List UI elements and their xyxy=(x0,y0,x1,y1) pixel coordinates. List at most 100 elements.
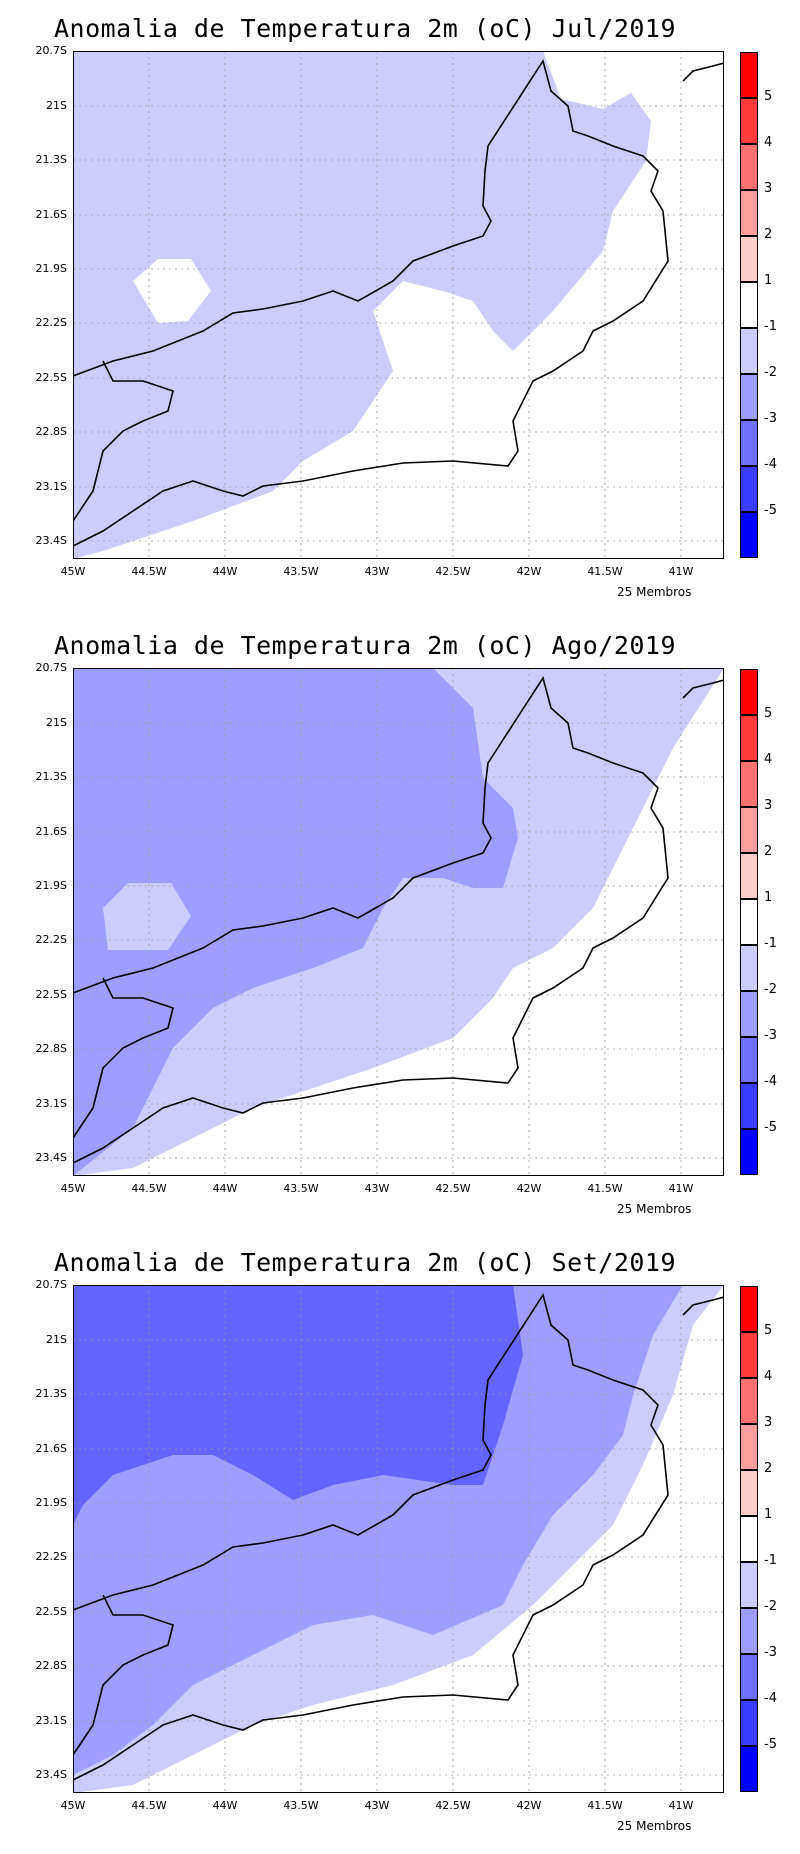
colorbar-segment xyxy=(740,1608,758,1654)
map-svg xyxy=(73,51,724,559)
y-axis-label: 21.6S xyxy=(35,825,67,838)
colorbar-segment xyxy=(740,190,758,236)
colorbar-segment xyxy=(740,282,758,328)
y-axis-label: 20.7S xyxy=(35,44,67,57)
x-axis-label: 41W xyxy=(668,1799,694,1812)
y-axis-label: 21.9S xyxy=(35,1496,67,1509)
x-axis-label: 41W xyxy=(668,565,694,578)
y-axis-label: 22.2S xyxy=(35,1550,67,1563)
colorbar-segment xyxy=(740,1746,758,1792)
y-axis-label: 21.6S xyxy=(35,1442,67,1455)
map-frame xyxy=(73,668,724,1176)
colorbar-segment xyxy=(740,144,758,190)
colorbar-label: 2 xyxy=(764,844,773,859)
x-axis-label: 44.5W xyxy=(131,565,167,578)
colorbar-label: -1 xyxy=(764,936,777,951)
colorbar-segment xyxy=(740,669,758,715)
panel-title: Anomalia de Temperatura 2m (oC) Jul/2019 xyxy=(53,14,677,43)
x-axis-label: 41.5W xyxy=(587,565,623,578)
colorbar-segment xyxy=(740,1700,758,1746)
colorbar-label: -3 xyxy=(764,411,777,426)
colorbar-segment xyxy=(740,761,758,807)
map-area xyxy=(73,668,724,1176)
map-frame xyxy=(73,1285,724,1793)
colorbar-label: 3 xyxy=(764,181,773,196)
x-axis-label: 42.5W xyxy=(435,1182,471,1195)
colorbar-segment xyxy=(740,98,758,144)
colorbar-label: -2 xyxy=(764,1599,777,1614)
colorbar-segment xyxy=(740,1332,758,1378)
x-axis-label: 41.5W xyxy=(587,1799,623,1812)
x-axis-label: 43.5W xyxy=(283,1799,319,1812)
colorbar-segment xyxy=(740,1654,758,1700)
colorbar-label: -4 xyxy=(764,1074,777,1089)
colorbar-label: -4 xyxy=(764,1691,777,1706)
y-axis-label: 22.2S xyxy=(35,316,67,329)
anomaly-region-minus3 xyxy=(73,1285,523,1525)
x-axis-label: 44W xyxy=(212,1799,238,1812)
map-panel-ago: Anomalia de Temperatura 2m (oC) Ago/2019 xyxy=(0,617,800,1227)
colorbar-label: -2 xyxy=(764,982,777,997)
y-axis-label: 21S xyxy=(46,1333,67,1346)
anomaly-hole-minus1 xyxy=(103,883,191,950)
x-axis-label: 45W xyxy=(60,565,86,578)
colorbar-label: 1 xyxy=(764,1507,773,1522)
y-axis-label: 21.3S xyxy=(35,1387,67,1400)
y-axis-label: 23.4S xyxy=(35,534,67,547)
members-label: 25 Membros xyxy=(617,1819,692,1833)
coastline-borders xyxy=(73,676,724,1164)
members-label: 25 Membros xyxy=(617,1202,692,1216)
map-frame xyxy=(73,51,724,559)
y-axis-label: 23.1S xyxy=(35,480,67,493)
colorbar-label: 5 xyxy=(764,89,773,104)
x-axis-label: 43W xyxy=(364,565,390,578)
colorbar-label: -1 xyxy=(764,1553,777,1568)
colorbar-segment xyxy=(740,1562,758,1608)
colorbar-segment xyxy=(740,52,758,98)
map-svg xyxy=(73,668,724,1176)
x-axis-label: 43W xyxy=(364,1182,390,1195)
colorbar-segment xyxy=(740,945,758,991)
y-axis-label: 22.5S xyxy=(35,371,67,384)
colorbar-label: -3 xyxy=(764,1645,777,1660)
colorbar-label: 1 xyxy=(764,273,773,288)
colorbar-segment xyxy=(740,899,758,945)
x-axis-label: 42W xyxy=(516,1182,542,1195)
y-axis-label: 23.1S xyxy=(35,1714,67,1727)
colorbar-segment xyxy=(740,466,758,512)
grid-lines xyxy=(73,668,724,1176)
x-axis-label: 45W xyxy=(60,1182,86,1195)
y-axis-label: 22.2S xyxy=(35,933,67,946)
colorbar-label: -1 xyxy=(764,319,777,334)
x-axis-label: 42W xyxy=(516,1799,542,1812)
colorbar-segment xyxy=(740,328,758,374)
colorbar-segment xyxy=(740,1424,758,1470)
y-axis-label: 23.4S xyxy=(35,1151,67,1164)
x-axis-label: 43W xyxy=(364,1799,390,1812)
map-panel-jul: Anomalia de Temperatura 2m (oC) Jul/2019 xyxy=(0,0,800,610)
colorbar-segment xyxy=(740,512,758,558)
colorbar-label: -2 xyxy=(764,365,777,380)
panel-title: Anomalia de Temperatura 2m (oC) Ago/2019 xyxy=(53,631,677,660)
colorbar-segment xyxy=(740,1083,758,1129)
colorbar-label: 5 xyxy=(764,1323,773,1338)
map-panel-set: Anomalia de Temperatura 2m (oC) Set/2019 xyxy=(0,1234,800,1844)
y-axis-label: 22.8S xyxy=(35,425,67,438)
colorbar-segment xyxy=(740,236,758,282)
y-axis-label: 22.5S xyxy=(35,988,67,1001)
anomaly-region-minus2 xyxy=(73,668,518,1176)
x-axis-label: 43.5W xyxy=(283,1182,319,1195)
members-label: 25 Membros xyxy=(617,585,692,599)
y-axis-label: 21.3S xyxy=(35,770,67,783)
y-axis-label: 21.3S xyxy=(35,153,67,166)
colorbar-label: 4 xyxy=(764,1369,773,1384)
colorbar-label: -5 xyxy=(764,1737,777,1752)
x-axis-label: 42.5W xyxy=(435,565,471,578)
y-axis-label: 20.7S xyxy=(35,661,67,674)
x-axis-label: 44.5W xyxy=(131,1182,167,1195)
colorbar-segment xyxy=(740,715,758,761)
colorbar-label: 4 xyxy=(764,752,773,767)
y-axis-label: 21.9S xyxy=(35,262,67,275)
y-axis-label: 21.6S xyxy=(35,208,67,221)
x-axis-label: 43.5W xyxy=(283,565,319,578)
